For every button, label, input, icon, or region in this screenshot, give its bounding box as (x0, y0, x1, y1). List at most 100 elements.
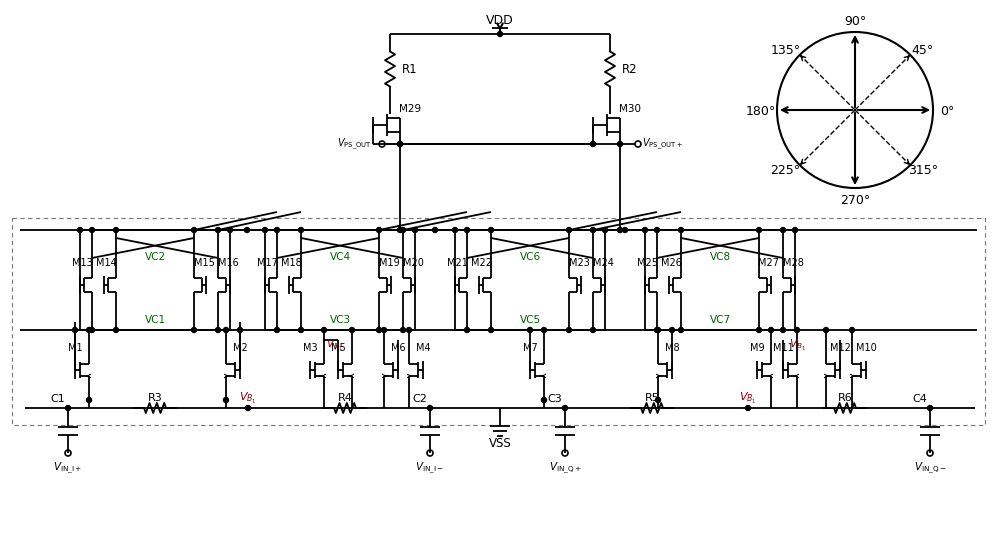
Circle shape (642, 227, 648, 233)
Text: M25: M25 (637, 258, 658, 268)
Circle shape (823, 328, 828, 332)
Circle shape (398, 142, 402, 147)
Text: M23: M23 (569, 258, 589, 268)
Circle shape (78, 227, 83, 233)
Text: M27: M27 (758, 258, 779, 268)
Text: M7: M7 (523, 343, 537, 353)
Circle shape (432, 227, 438, 233)
Text: M13: M13 (72, 258, 92, 268)
Circle shape (488, 328, 494, 332)
Text: 135°: 135° (771, 44, 801, 57)
Text: $V_{\mathregular{IN\_Q+}}$: $V_{\mathregular{IN\_Q+}}$ (549, 461, 581, 476)
Circle shape (224, 397, 229, 403)
Circle shape (238, 328, 243, 332)
Circle shape (90, 227, 95, 233)
Text: VC2: VC2 (144, 252, 166, 262)
Circle shape (542, 397, 546, 403)
Circle shape (618, 227, 622, 233)
Text: M28: M28 (783, 258, 803, 268)
Circle shape (216, 227, 221, 233)
Text: $V_{\mathregular{PS\_OUT-}}$: $V_{\mathregular{PS\_OUT-}}$ (337, 136, 378, 152)
Text: M29: M29 (399, 104, 421, 114)
Circle shape (590, 328, 596, 332)
Text: $V_{B_1}$: $V_{B_1}$ (789, 337, 806, 353)
Circle shape (622, 227, 628, 233)
Circle shape (780, 328, 785, 332)
Text: VSS: VSS (489, 437, 511, 450)
Circle shape (678, 328, 684, 332)
Text: R1: R1 (402, 63, 418, 76)
Circle shape (464, 227, 470, 233)
Circle shape (400, 328, 406, 332)
Text: R6: R6 (838, 393, 852, 403)
Text: M15: M15 (194, 258, 214, 268)
Circle shape (792, 227, 797, 233)
Circle shape (87, 397, 92, 403)
Text: C4: C4 (912, 394, 927, 404)
Circle shape (406, 328, 412, 332)
Text: M22: M22 (471, 258, 492, 268)
Circle shape (542, 328, 546, 332)
Text: VC7: VC7 (709, 315, 731, 325)
Text: 315°: 315° (908, 164, 938, 177)
Text: M9: M9 (750, 343, 764, 353)
Circle shape (350, 328, 355, 332)
Circle shape (566, 328, 572, 332)
Text: 180°: 180° (746, 105, 776, 118)
Circle shape (246, 405, 251, 410)
Text: M26: M26 (661, 258, 681, 268)
Circle shape (114, 328, 119, 332)
Circle shape (794, 328, 799, 332)
Text: VC5: VC5 (519, 315, 541, 325)
Circle shape (780, 227, 785, 233)
Circle shape (452, 227, 458, 233)
Text: $V_{\mathregular{IN\_I+}}$: $V_{\mathregular{IN\_I+}}$ (53, 461, 83, 476)
Circle shape (656, 397, 660, 403)
Circle shape (90, 328, 95, 332)
Circle shape (224, 328, 229, 332)
Text: M8: M8 (665, 343, 679, 353)
Text: $V_{B_1}$: $V_{B_1}$ (739, 390, 757, 405)
Text: 225°: 225° (771, 164, 801, 177)
Circle shape (618, 142, 622, 147)
Circle shape (382, 328, 386, 332)
Text: 0°: 0° (940, 105, 954, 118)
Circle shape (192, 328, 197, 332)
Circle shape (488, 227, 494, 233)
Text: M1: M1 (68, 343, 82, 353)
Circle shape (275, 328, 280, 332)
Text: R3: R3 (148, 393, 162, 403)
Text: M3: M3 (303, 343, 317, 353)
Circle shape (590, 142, 596, 147)
Text: R4: R4 (338, 393, 352, 403)
Text: $V_{B_1}$: $V_{B_1}$ (326, 337, 342, 353)
Circle shape (654, 227, 660, 233)
Text: M17: M17 (257, 258, 277, 268)
Circle shape (245, 227, 250, 233)
Circle shape (746, 405, 750, 410)
Text: VC3: VC3 (329, 315, 351, 325)
Circle shape (566, 227, 572, 233)
Text: M19: M19 (379, 258, 399, 268)
Circle shape (192, 227, 197, 233)
Circle shape (670, 328, 674, 332)
Text: 45°: 45° (911, 44, 934, 57)
Text: M24: M24 (593, 258, 613, 268)
Text: C3: C3 (547, 394, 562, 404)
Text: VC4: VC4 (329, 252, 351, 262)
Text: M14: M14 (96, 258, 116, 268)
Circle shape (377, 328, 382, 332)
Circle shape (398, 227, 402, 233)
Circle shape (656, 328, 660, 332)
Circle shape (263, 227, 268, 233)
Text: R5: R5 (645, 393, 659, 403)
Text: M2: M2 (233, 343, 247, 353)
Text: M18: M18 (281, 258, 301, 268)
Text: M16: M16 (218, 258, 238, 268)
Circle shape (428, 405, 432, 410)
Circle shape (464, 328, 470, 332)
Circle shape (73, 328, 78, 332)
Text: M21: M21 (447, 258, 467, 268)
Text: M6: M6 (391, 343, 405, 353)
Circle shape (114, 227, 119, 233)
